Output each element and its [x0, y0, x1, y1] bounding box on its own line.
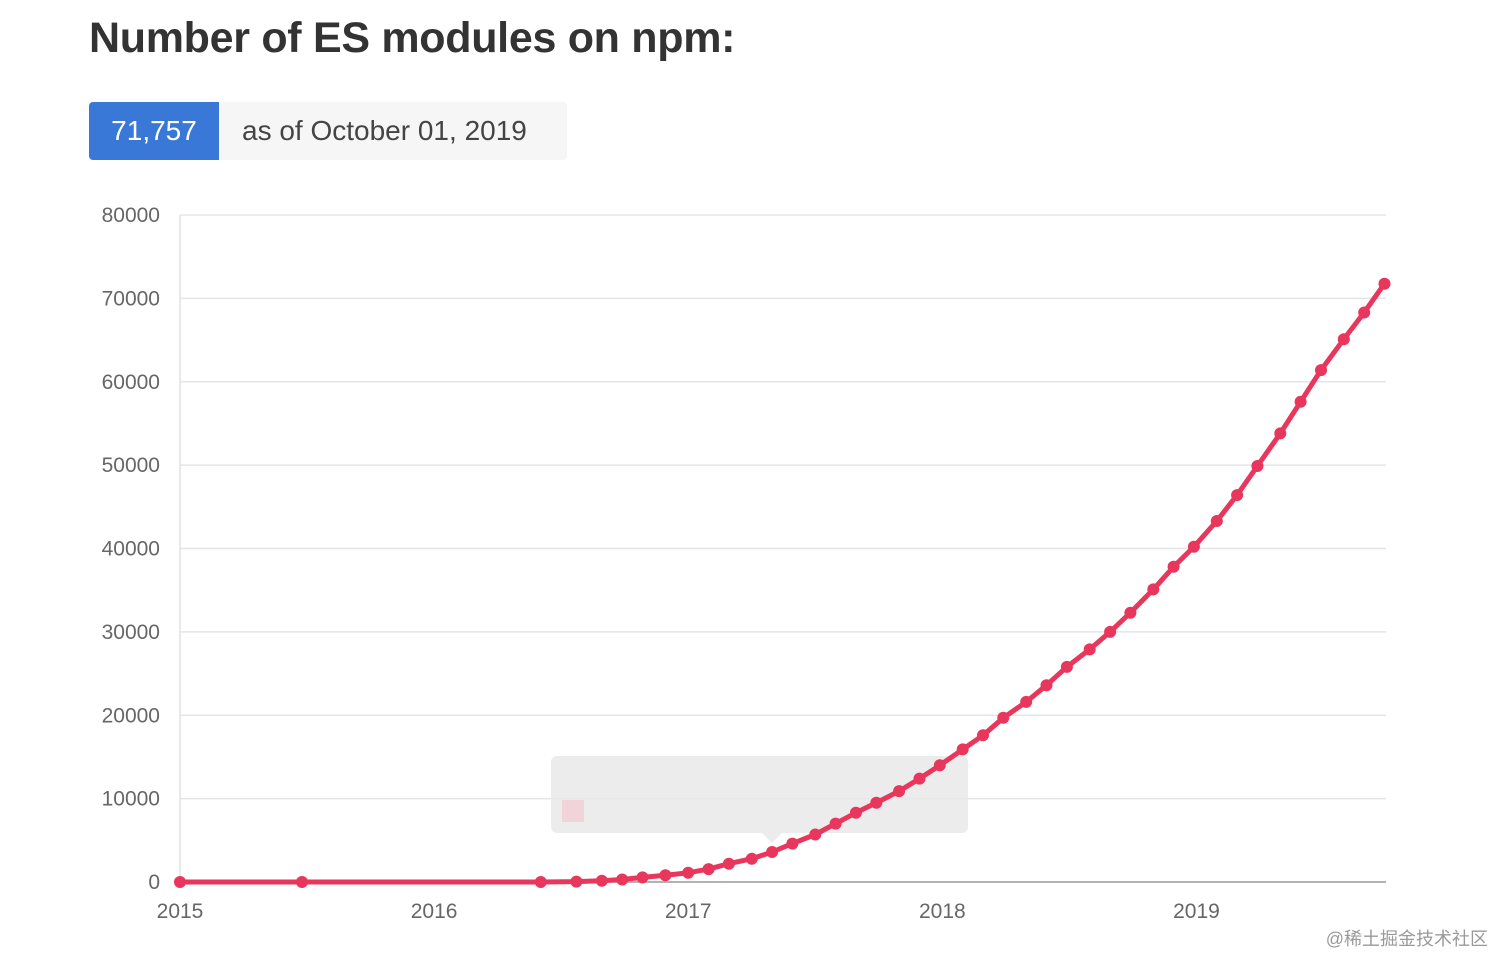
data-point [1083, 643, 1096, 656]
as-of-date: as of October 01, 2019 [219, 102, 567, 160]
module-count: 71,757 [89, 102, 219, 160]
tooltip-pointer [762, 833, 782, 843]
count-badge: 71,757 as of October 01, 2019 [89, 102, 567, 160]
y-tick-label: 40000 [102, 538, 160, 561]
data-point [1294, 395, 1307, 408]
data-point [1378, 277, 1391, 290]
data-point [809, 828, 822, 841]
chart-tooltip [551, 756, 968, 843]
data-point [534, 876, 547, 888]
y-tick-label: 10000 [102, 788, 160, 811]
data-point [722, 857, 735, 870]
data-point [1187, 540, 1200, 553]
data-point [1337, 333, 1350, 346]
y-tick-label: 60000 [102, 371, 160, 394]
data-point [745, 852, 758, 865]
x-tick-label: 2016 [411, 900, 458, 923]
data-point [1040, 679, 1053, 692]
data-point [682, 866, 695, 879]
watermark: @稀土掘金技术社区 [1325, 929, 1488, 949]
data-point [786, 837, 799, 850]
data-point [174, 876, 186, 888]
data-point [296, 876, 308, 888]
x-tick-label: 2018 [919, 900, 966, 923]
y-tick-label: 30000 [102, 621, 160, 644]
tick-labels: 0 10000 20000 30000 40000 50000 60000 70000 8000… [102, 204, 1220, 923]
data-point [702, 863, 715, 876]
data-point [1167, 560, 1180, 573]
data-point [1124, 606, 1137, 619]
data-point [1020, 695, 1033, 708]
data-point [570, 875, 583, 888]
data-series [174, 277, 1391, 888]
data-point [1060, 660, 1073, 673]
tooltip-swatch [562, 800, 584, 822]
y-tick-label: 50000 [102, 454, 160, 477]
y-tick-label: 0 [148, 871, 160, 894]
data-point [636, 871, 649, 884]
data-point [1147, 583, 1160, 596]
data-point [1104, 625, 1117, 638]
data-point [1274, 427, 1287, 440]
page-title: Number of ES modules on npm: [89, 14, 736, 62]
data-point [933, 759, 946, 772]
y-tick-label: 80000 [102, 204, 160, 227]
y-tick-label: 70000 [102, 287, 160, 310]
x-tick-label: 2017 [665, 900, 712, 923]
data-point [1251, 460, 1264, 472]
data-point [1358, 306, 1371, 319]
data-point [849, 806, 862, 819]
data-point [913, 772, 926, 785]
data-point [893, 785, 906, 798]
x-tick-label: 2019 [1173, 900, 1220, 923]
data-point [956, 743, 969, 756]
data-point [997, 711, 1010, 724]
data-point [616, 873, 629, 886]
x-tick-label: 2015 [157, 900, 204, 923]
grid-lines [180, 214, 1386, 800]
y-tick-label: 20000 [102, 704, 160, 727]
data-point [595, 874, 608, 887]
data-point [659, 869, 672, 882]
tooltip-box [551, 756, 968, 833]
data-point [1231, 489, 1244, 502]
data-point [870, 796, 883, 809]
data-point [829, 817, 842, 830]
data-point [766, 846, 779, 858]
data-point [1210, 515, 1223, 527]
data-point [1315, 364, 1327, 377]
data-point [977, 729, 989, 742]
